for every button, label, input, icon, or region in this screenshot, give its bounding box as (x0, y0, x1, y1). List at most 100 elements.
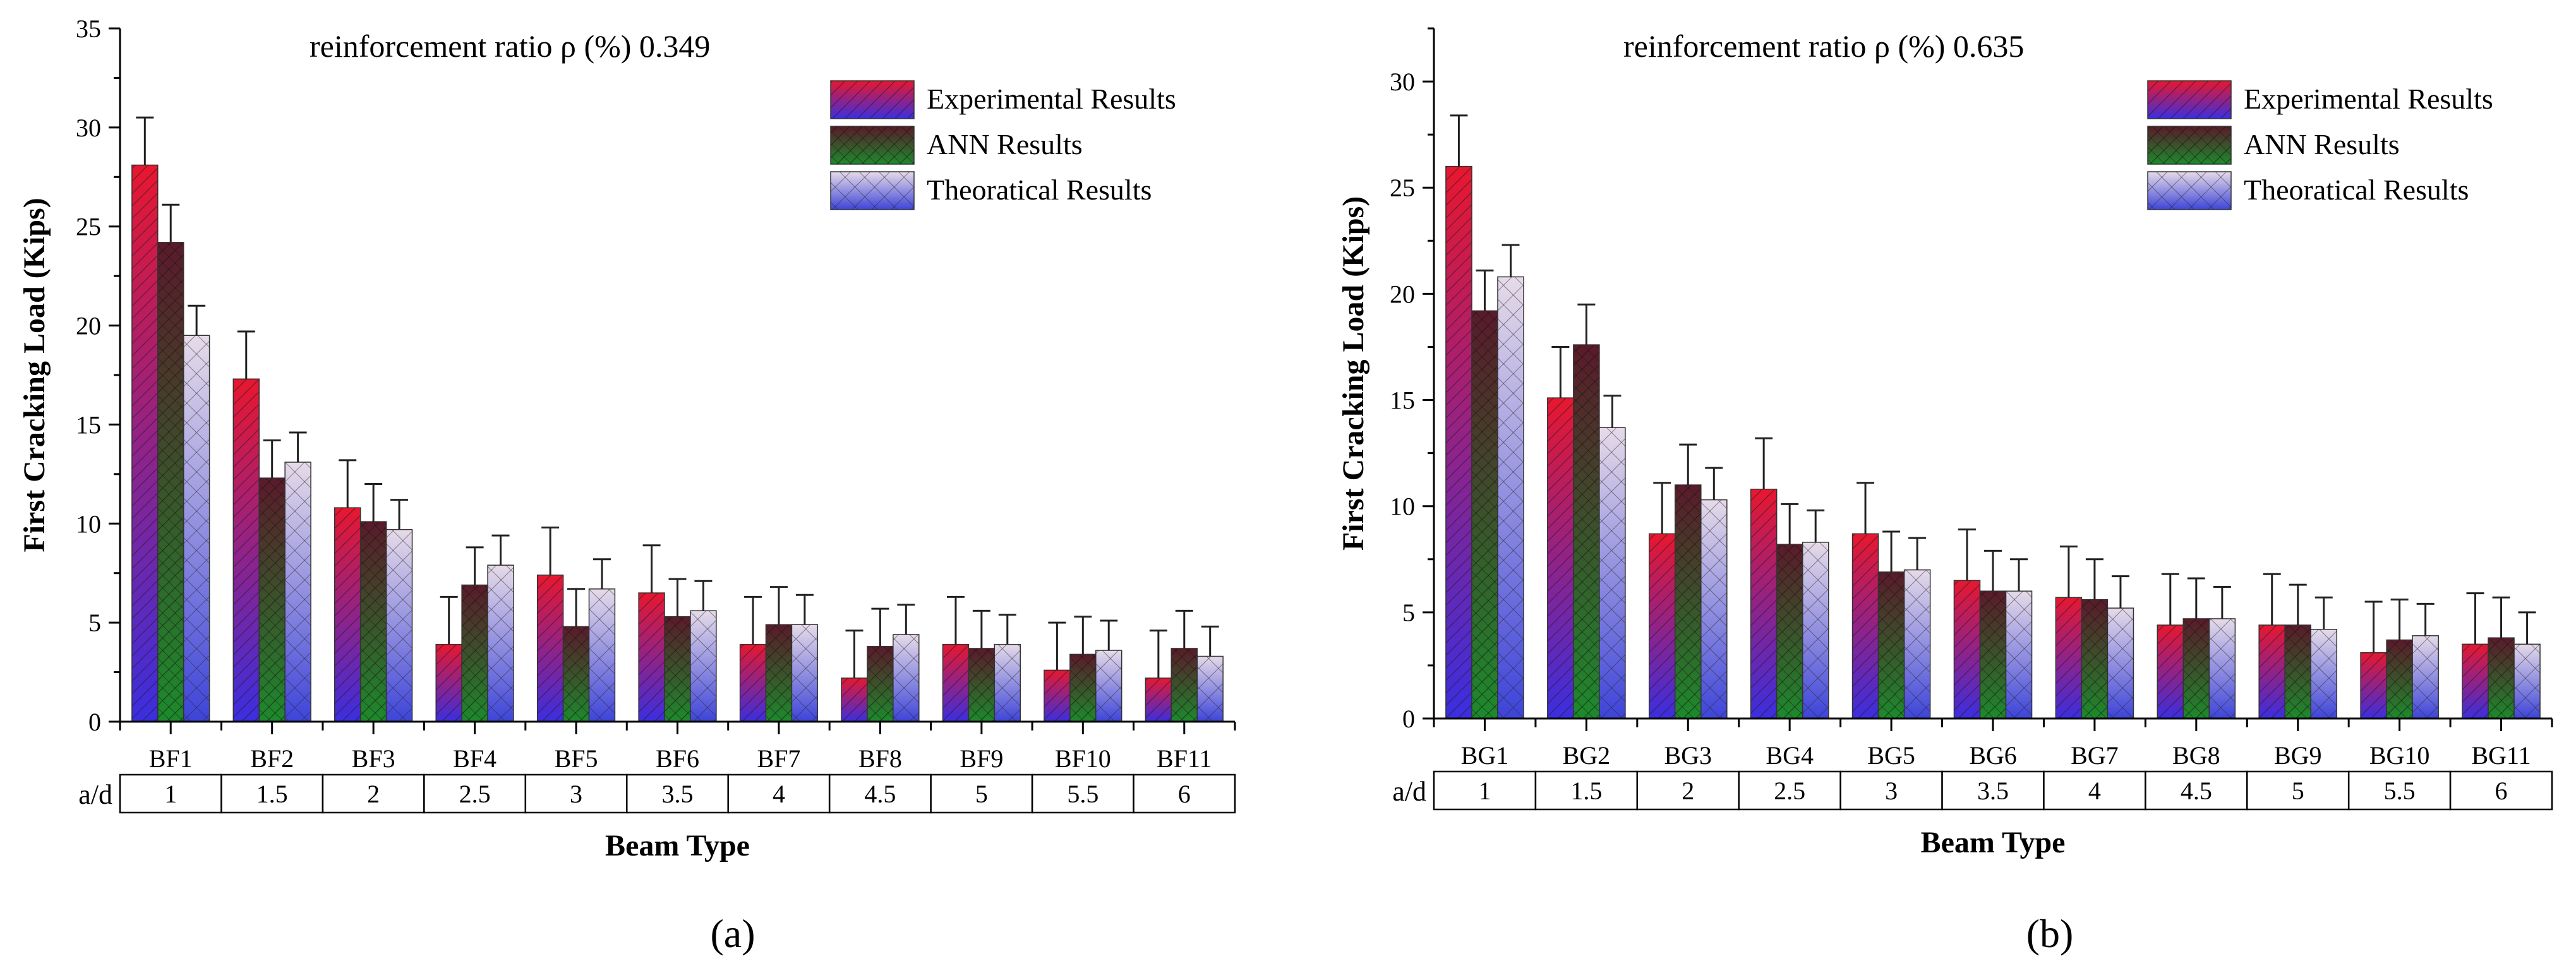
panel-label: (b) (2026, 911, 2074, 956)
bar-BF5-series-2 (588, 588, 616, 722)
ad-cell (2246, 770, 2350, 811)
ad-value: 4.5 (864, 780, 896, 808)
y-tick-label: 20 (1390, 280, 1415, 308)
legend-entry-1: ANN Results (830, 126, 1083, 165)
ad-value: 2.5 (459, 780, 491, 808)
ad-cell (423, 773, 527, 814)
bar-BG1-series-2 (1497, 276, 1524, 719)
y-tick-label: 5 (88, 609, 101, 637)
legend-label: ANN Results (927, 128, 1083, 160)
x-tick-label: BG8 (2172, 741, 2220, 770)
x-tick-label: BF3 (352, 744, 395, 773)
ad-value: 2 (1682, 777, 1694, 805)
bar-BG1-series-0 (1445, 165, 1472, 719)
bar-BG11-series-2 (2513, 643, 2541, 719)
bar-BF7-series-1 (765, 624, 793, 722)
bar-BF4-series-2 (487, 564, 514, 722)
bar-BG8-series-2 (2208, 618, 2236, 719)
ad-cell (1133, 773, 1236, 814)
y-axis-title: First Cracking Load (Kips) (1337, 196, 1370, 551)
ad-value: 5.5 (1067, 780, 1098, 808)
legend-entry-0: Experimental Results (2147, 80, 2493, 119)
legend-label: Experimental Results (927, 83, 1176, 115)
y-axis-title: First Cracking Load (Kips) (18, 198, 51, 552)
bar-BF6-series-2 (690, 610, 717, 722)
x-tick-label: BG11 (2471, 741, 2531, 770)
ad-cell (2043, 770, 2146, 811)
legend-label: Theoratical Results (927, 174, 1152, 206)
x-tick-label: BG10 (2369, 741, 2430, 770)
x-tick-label: BG9 (2274, 741, 2322, 770)
bar-BG7-series-1 (2081, 599, 2109, 719)
ad-value: 4 (2088, 777, 2101, 805)
y-tick-label: 35 (76, 15, 101, 43)
bar-BF4-series-0 (435, 643, 462, 722)
bar-BG9-series-2 (2310, 629, 2338, 719)
bar-BF9-series-1 (968, 648, 996, 722)
ad-value: 4.5 (2181, 777, 2212, 805)
y-tick-label: 30 (1390, 68, 1415, 96)
ad-value: 2.5 (1774, 777, 1805, 805)
bar-BG4-series-2 (1802, 542, 1829, 719)
x-axis-title: Beam Type (1921, 826, 2066, 859)
bar-BF9-series-0 (942, 643, 970, 722)
x-tick-label: BF6 (656, 744, 699, 773)
ad-value: 1.5 (1570, 777, 1602, 805)
bar-BF2-series-2 (284, 462, 311, 722)
bar-BF7-series-0 (739, 643, 767, 722)
bar-BF10-series-2 (1095, 650, 1122, 722)
bar-BF1-series-1 (157, 242, 184, 722)
bar-BF4-series-1 (461, 584, 488, 722)
bar-BG10-series-1 (2386, 639, 2413, 719)
ad-cell (727, 773, 831, 814)
ad-cell (220, 773, 324, 814)
x-tick-label: BF8 (858, 744, 902, 773)
ad-cell (322, 773, 425, 814)
x-tick-label: BG1 (1461, 741, 1509, 770)
ad-value: 3.5 (662, 780, 694, 808)
bar-BF10-series-1 (1069, 653, 1097, 722)
y-tick-label: 5 (1402, 599, 1415, 627)
bar-BG8-series-0 (2157, 624, 2184, 719)
bar-BG2-series-0 (1547, 397, 1574, 719)
x-tick-label: BG2 (1563, 741, 1611, 770)
x-axis-title: Beam Type (605, 829, 750, 862)
legend-entry-0: Experimental Results (830, 80, 1176, 119)
bar-BF2-series-0 (232, 378, 260, 722)
ad-value: 6 (2495, 777, 2508, 805)
ad-value: 3.5 (1977, 777, 2009, 805)
bar-BF1-series-0 (131, 164, 159, 722)
ad-value: 1 (164, 780, 177, 808)
bar-BF8-series-1 (867, 646, 894, 722)
ad-value: 6 (1178, 780, 1191, 808)
x-tick-label: BF11 (1157, 744, 1212, 773)
x-tick-label: BG6 (1969, 741, 2017, 770)
bar-BF5-series-0 (536, 575, 564, 722)
x-tick-label: BF1 (149, 744, 193, 773)
y-tick-label: 25 (76, 213, 101, 241)
bar-BF3-series-2 (385, 528, 413, 722)
ad-value: 3 (1885, 777, 1898, 805)
bar-BF11-series-0 (1145, 677, 1172, 722)
bar-BG7-series-0 (2055, 597, 2083, 719)
x-tick-label: BG5 (1867, 741, 1915, 770)
x-tick-label: BF2 (250, 744, 294, 773)
ad-value: 4 (773, 780, 785, 808)
bar-BG9-series-0 (2258, 624, 2285, 719)
bar-BF9-series-2 (994, 643, 1021, 722)
bar-BG5-series-2 (1903, 569, 1931, 719)
bar-BG4-series-0 (1750, 489, 1778, 719)
ad-cell (1839, 770, 1943, 811)
ad-cell (1031, 773, 1135, 814)
bar-BF11-series-2 (1196, 655, 1224, 722)
bar-BF3-series-0 (334, 507, 361, 722)
legend-entry-1: ANN Results (2147, 126, 2400, 165)
ad-cell (1941, 770, 2045, 811)
bar-BG5-series-0 (1851, 533, 1879, 719)
x-tick-label: BF7 (757, 744, 800, 773)
x-tick-label: BG7 (2071, 741, 2119, 770)
bar-BG2-series-2 (1599, 427, 1626, 719)
bar-BG3-series-0 (1648, 533, 1676, 719)
bar-BG6-series-0 (1953, 580, 1981, 719)
bar-BG11-series-1 (2488, 637, 2515, 719)
